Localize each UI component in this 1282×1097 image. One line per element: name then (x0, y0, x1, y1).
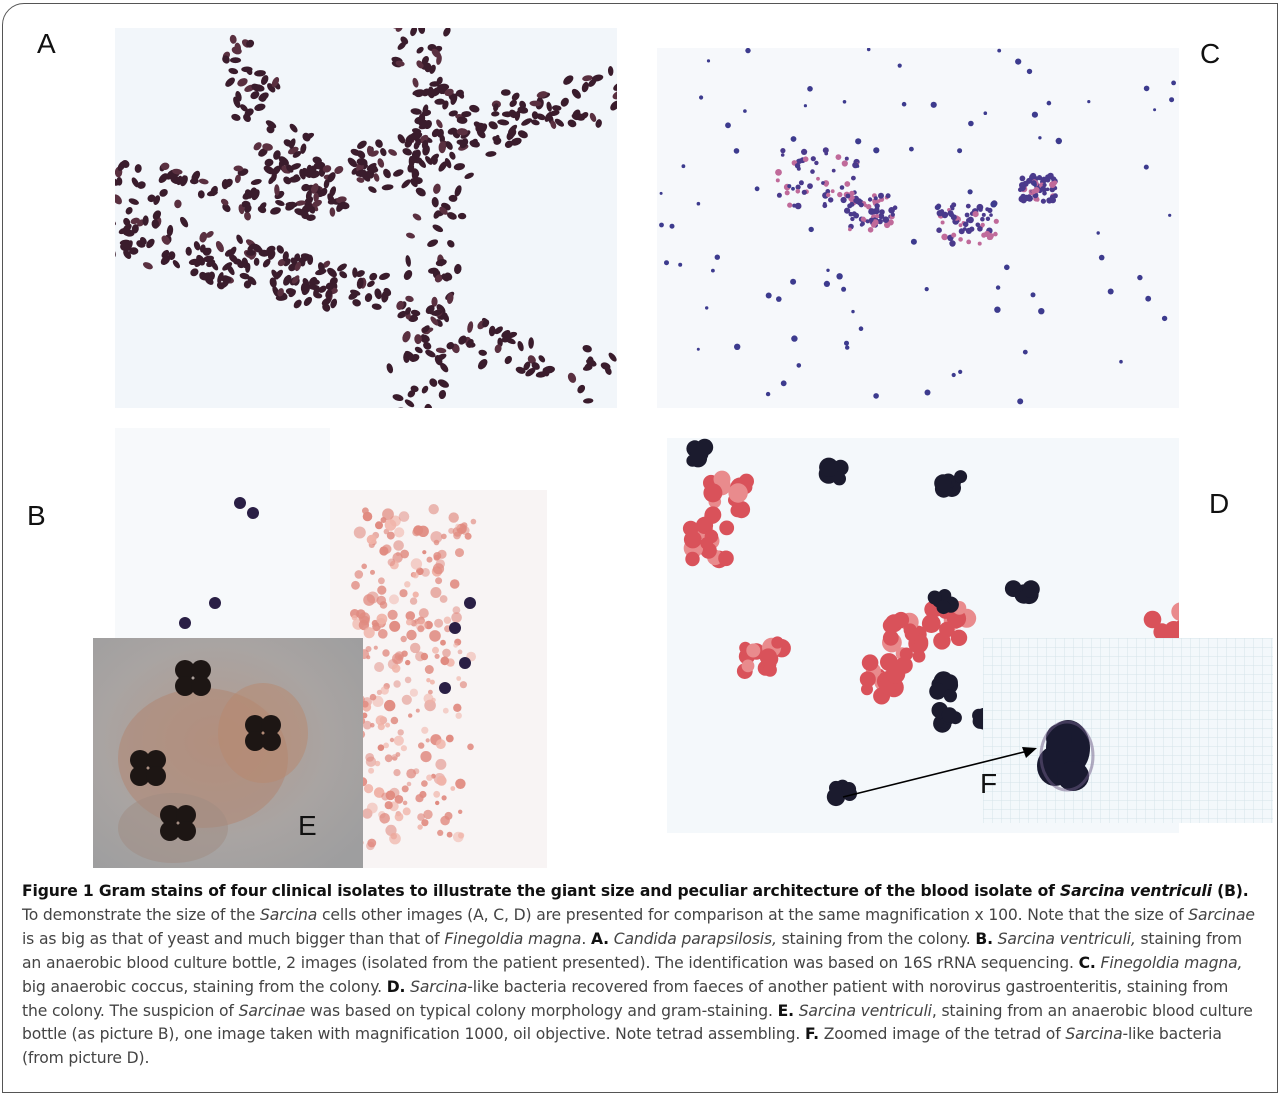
micrograph-a (115, 28, 617, 408)
panel-label-f: F (980, 768, 998, 799)
panel-label-d: D (1209, 488, 1230, 519)
caption-title: Figure 1 Gram stains of four clinical is… (22, 882, 1249, 900)
micrograph-c (657, 48, 1179, 408)
panel-label-a: A (37, 28, 56, 59)
panel-label-c: C (1200, 38, 1221, 69)
panel-label-b: B (27, 500, 46, 531)
arrow-pointer (842, 747, 1037, 798)
figure-caption: Figure 1 Gram stains of four clinical is… (22, 882, 1255, 1068)
micrograph-f (983, 638, 1273, 823)
panel-label-e: E (298, 810, 317, 841)
micrograph-e (93, 638, 363, 868)
